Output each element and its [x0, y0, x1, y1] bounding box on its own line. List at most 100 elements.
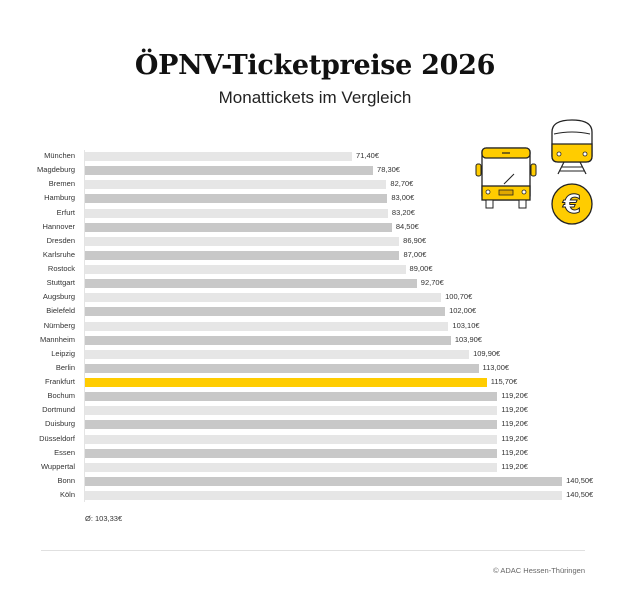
value-label: 83,00€ [391, 193, 415, 203]
category-label: Stuttgart [46, 278, 75, 288]
category-label: Nürnberg [43, 320, 75, 330]
bar-row: Karlsruhe 87,00€ [0, 249, 630, 263]
category-label: Bonn [57, 475, 75, 485]
value-label: 115,70€ [490, 377, 518, 387]
bar [85, 250, 400, 260]
bar [85, 392, 498, 402]
category-label: Karlsruhe [42, 249, 75, 259]
category-label: Hamburg [44, 193, 75, 203]
tram-icon [551, 119, 593, 175]
category-label: Köln [59, 490, 75, 500]
category-label: Berlin [55, 362, 75, 372]
svg-text:€: € [562, 190, 581, 220]
category-label: Mannheim [39, 334, 75, 344]
bar-row: Mannheim 103,90€ [0, 334, 630, 348]
value-label: 100,70€ [445, 292, 473, 302]
category-label: Dortmund [42, 405, 75, 415]
bar [85, 349, 470, 359]
bar [85, 307, 446, 317]
highlighted-bar [85, 378, 487, 388]
value-label: 71,40€ [356, 151, 379, 160]
average-label: Ø: 103,33€ [85, 514, 123, 523]
value-label: 140,50€ [566, 490, 594, 500]
bar [85, 236, 400, 246]
category-label: Bielefeld [46, 306, 75, 316]
category-label: Frankfurt [44, 377, 75, 387]
value-label: 113,00€ [482, 362, 510, 372]
value-label: 82,70€ [390, 179, 414, 189]
bar [85, 194, 388, 204]
category-label: Wuppertal [40, 461, 75, 471]
bar [85, 462, 498, 472]
value-label: 119,20€ [501, 391, 528, 401]
bar [85, 335, 451, 345]
transport-icons: € [468, 118, 598, 233]
value-label: 119,20€ [501, 419, 528, 429]
bar-row: Stuttgart 92,70€ [0, 277, 630, 291]
category-label: Rostock [47, 264, 75, 274]
category-label: Augsburg [42, 292, 75, 302]
category-label: Bochum [47, 391, 75, 401]
value-label: 119,20€ [501, 461, 528, 471]
bar-row: Düsseldorf 119,20€ [0, 433, 630, 447]
bar-row: Essen 119,20€ [0, 447, 630, 461]
value-label: 83,20€ [391, 207, 415, 217]
category-label: Dresden [46, 235, 75, 245]
bar-row: Bochum 119,20€ [0, 390, 630, 404]
footer-divider [41, 550, 585, 551]
bar [85, 293, 442, 303]
bar [85, 363, 479, 373]
value-label: 103,90€ [454, 334, 482, 344]
bar [85, 321, 449, 331]
bar-chart: München 71,40€ Magdeburg 78,30€ Bremen 82,70€… [0, 150, 630, 503]
bar-row: Hamburg 83,00€ [0, 192, 630, 206]
bar [85, 420, 498, 430]
category-label: Hannover [42, 221, 75, 231]
value-label: 109,90€ [473, 348, 501, 358]
value-label: 89,00€ [409, 264, 433, 274]
value-label: 102,00€ [449, 306, 477, 316]
category-label: Magdeburg [37, 165, 75, 175]
bar [85, 406, 498, 416]
bar-row: Köln 140,50€ [0, 489, 630, 503]
bar-row: Leipzig 109,90€ [0, 348, 630, 362]
value-label: 87,00€ [403, 249, 427, 259]
bar-row: Wuppertal 119,20€ [0, 461, 630, 475]
bar [85, 476, 563, 486]
bar-row: Bremen 82,70€ [0, 178, 630, 192]
y-axis-line [84, 150, 85, 502]
category-label: Essen [54, 447, 75, 457]
bar-row: Magdeburg 78,30€ [0, 164, 630, 178]
bar-row: Duisburg 119,20€ [0, 418, 630, 432]
bar [85, 491, 563, 501]
chart-title: ÖPNV-Ticketpreise 2026 [134, 50, 496, 81]
bar-row: Erfurt 83,20€ [0, 207, 630, 221]
bar-row: Berlin 113,00€ [0, 362, 630, 376]
bar [85, 279, 417, 289]
bus-icon [475, 147, 537, 209]
bar-row: Rostock 89,00€ [0, 263, 630, 277]
bar [85, 222, 392, 232]
bar-row: Nürnberg 103,10€ [0, 320, 630, 334]
category-label: Leipzig [51, 348, 75, 358]
bar [85, 166, 374, 176]
copyright-credit: © ADAC Hessen-Thüringen [493, 566, 585, 575]
bar [85, 180, 387, 190]
bar-row: Dresden 86,90€ [0, 235, 630, 249]
bar [85, 152, 353, 161]
category-label: Düsseldorf [39, 433, 75, 443]
bar [85, 265, 406, 275]
bar-row: Bonn 140,50€ [0, 475, 630, 489]
chart-subtitle: Monattickets im Vergleich [218, 88, 412, 107]
bar-row: Frankfurt 115,70€ [0, 376, 630, 390]
bar-row: Dortmund 119,20€ [0, 404, 630, 418]
value-label: 103,10€ [452, 320, 480, 330]
category-label: Erfurt [56, 207, 75, 217]
bar [85, 208, 388, 218]
value-label: 78,30€ [377, 165, 400, 175]
value-label: 92,70€ [420, 278, 444, 288]
bar [85, 448, 498, 458]
bar-row: Hannover 84,50€ [0, 221, 630, 235]
category-label: Duisburg [44, 419, 75, 429]
bar-row: München 71,40€ [0, 150, 630, 164]
